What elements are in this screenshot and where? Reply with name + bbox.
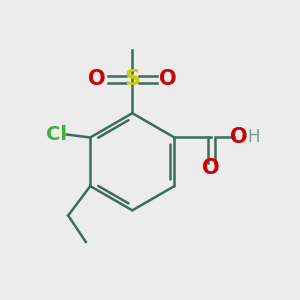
Text: O: O [202,158,220,178]
Text: O: O [159,69,177,89]
Text: O: O [88,69,106,89]
Text: H: H [247,128,260,146]
Text: S: S [124,69,140,89]
Text: O: O [230,128,248,148]
Text: Cl: Cl [46,125,68,144]
